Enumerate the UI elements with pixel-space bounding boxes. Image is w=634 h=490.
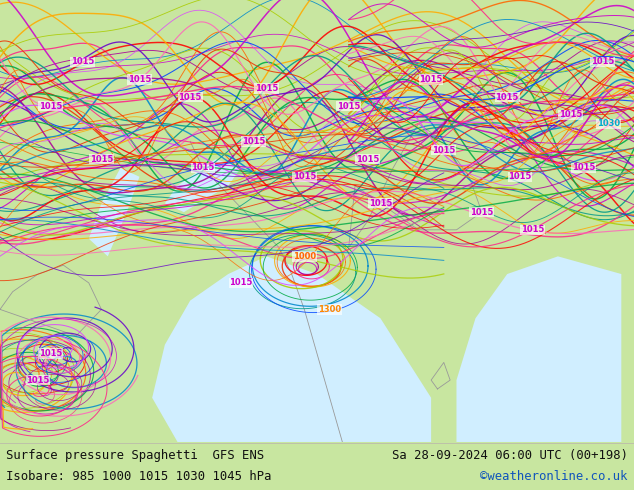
Text: 1015: 1015	[432, 146, 455, 155]
Polygon shape	[89, 168, 139, 256]
Text: 1015: 1015	[90, 155, 113, 164]
Text: 1015: 1015	[591, 57, 614, 66]
Text: 1015: 1015	[255, 84, 278, 93]
Polygon shape	[456, 256, 621, 442]
Polygon shape	[152, 256, 431, 442]
Text: 1015: 1015	[71, 57, 94, 66]
Text: 1300: 1300	[318, 305, 341, 314]
Text: 1015: 1015	[27, 376, 49, 385]
Text: 1015: 1015	[572, 164, 595, 172]
Text: 1015: 1015	[230, 278, 252, 287]
Text: 1015: 1015	[470, 208, 493, 217]
Text: 1015: 1015	[496, 93, 519, 102]
Text: 1015: 1015	[369, 199, 392, 208]
Text: 1015: 1015	[293, 172, 316, 181]
Text: Sa 28-09-2024 06:00 UTC (00+198): Sa 28-09-2024 06:00 UTC (00+198)	[392, 449, 628, 463]
Text: Surface pressure Spaghetti  GFS ENS: Surface pressure Spaghetti GFS ENS	[6, 449, 264, 463]
Text: 1015: 1015	[242, 137, 265, 146]
Text: 1015: 1015	[420, 75, 443, 84]
Polygon shape	[165, 159, 241, 212]
Text: 1015: 1015	[559, 110, 582, 120]
Text: 1030: 1030	[597, 119, 620, 128]
Text: ©weatheronline.co.uk: ©weatheronline.co.uk	[481, 470, 628, 484]
Polygon shape	[431, 363, 450, 389]
Text: 1015: 1015	[39, 101, 62, 111]
Text: 1015: 1015	[39, 349, 62, 358]
Text: 1015: 1015	[191, 164, 214, 172]
Text: 1015: 1015	[521, 225, 544, 234]
Text: 1015: 1015	[508, 172, 531, 181]
Text: 1015: 1015	[179, 93, 202, 102]
Text: 1015: 1015	[356, 155, 379, 164]
Text: Isobare: 985 1000 1015 1030 1045 hPa: Isobare: 985 1000 1015 1030 1045 hPa	[6, 470, 271, 484]
Text: 1015: 1015	[128, 75, 151, 84]
Text: 1015: 1015	[337, 101, 360, 111]
Text: 1000: 1000	[293, 252, 316, 261]
